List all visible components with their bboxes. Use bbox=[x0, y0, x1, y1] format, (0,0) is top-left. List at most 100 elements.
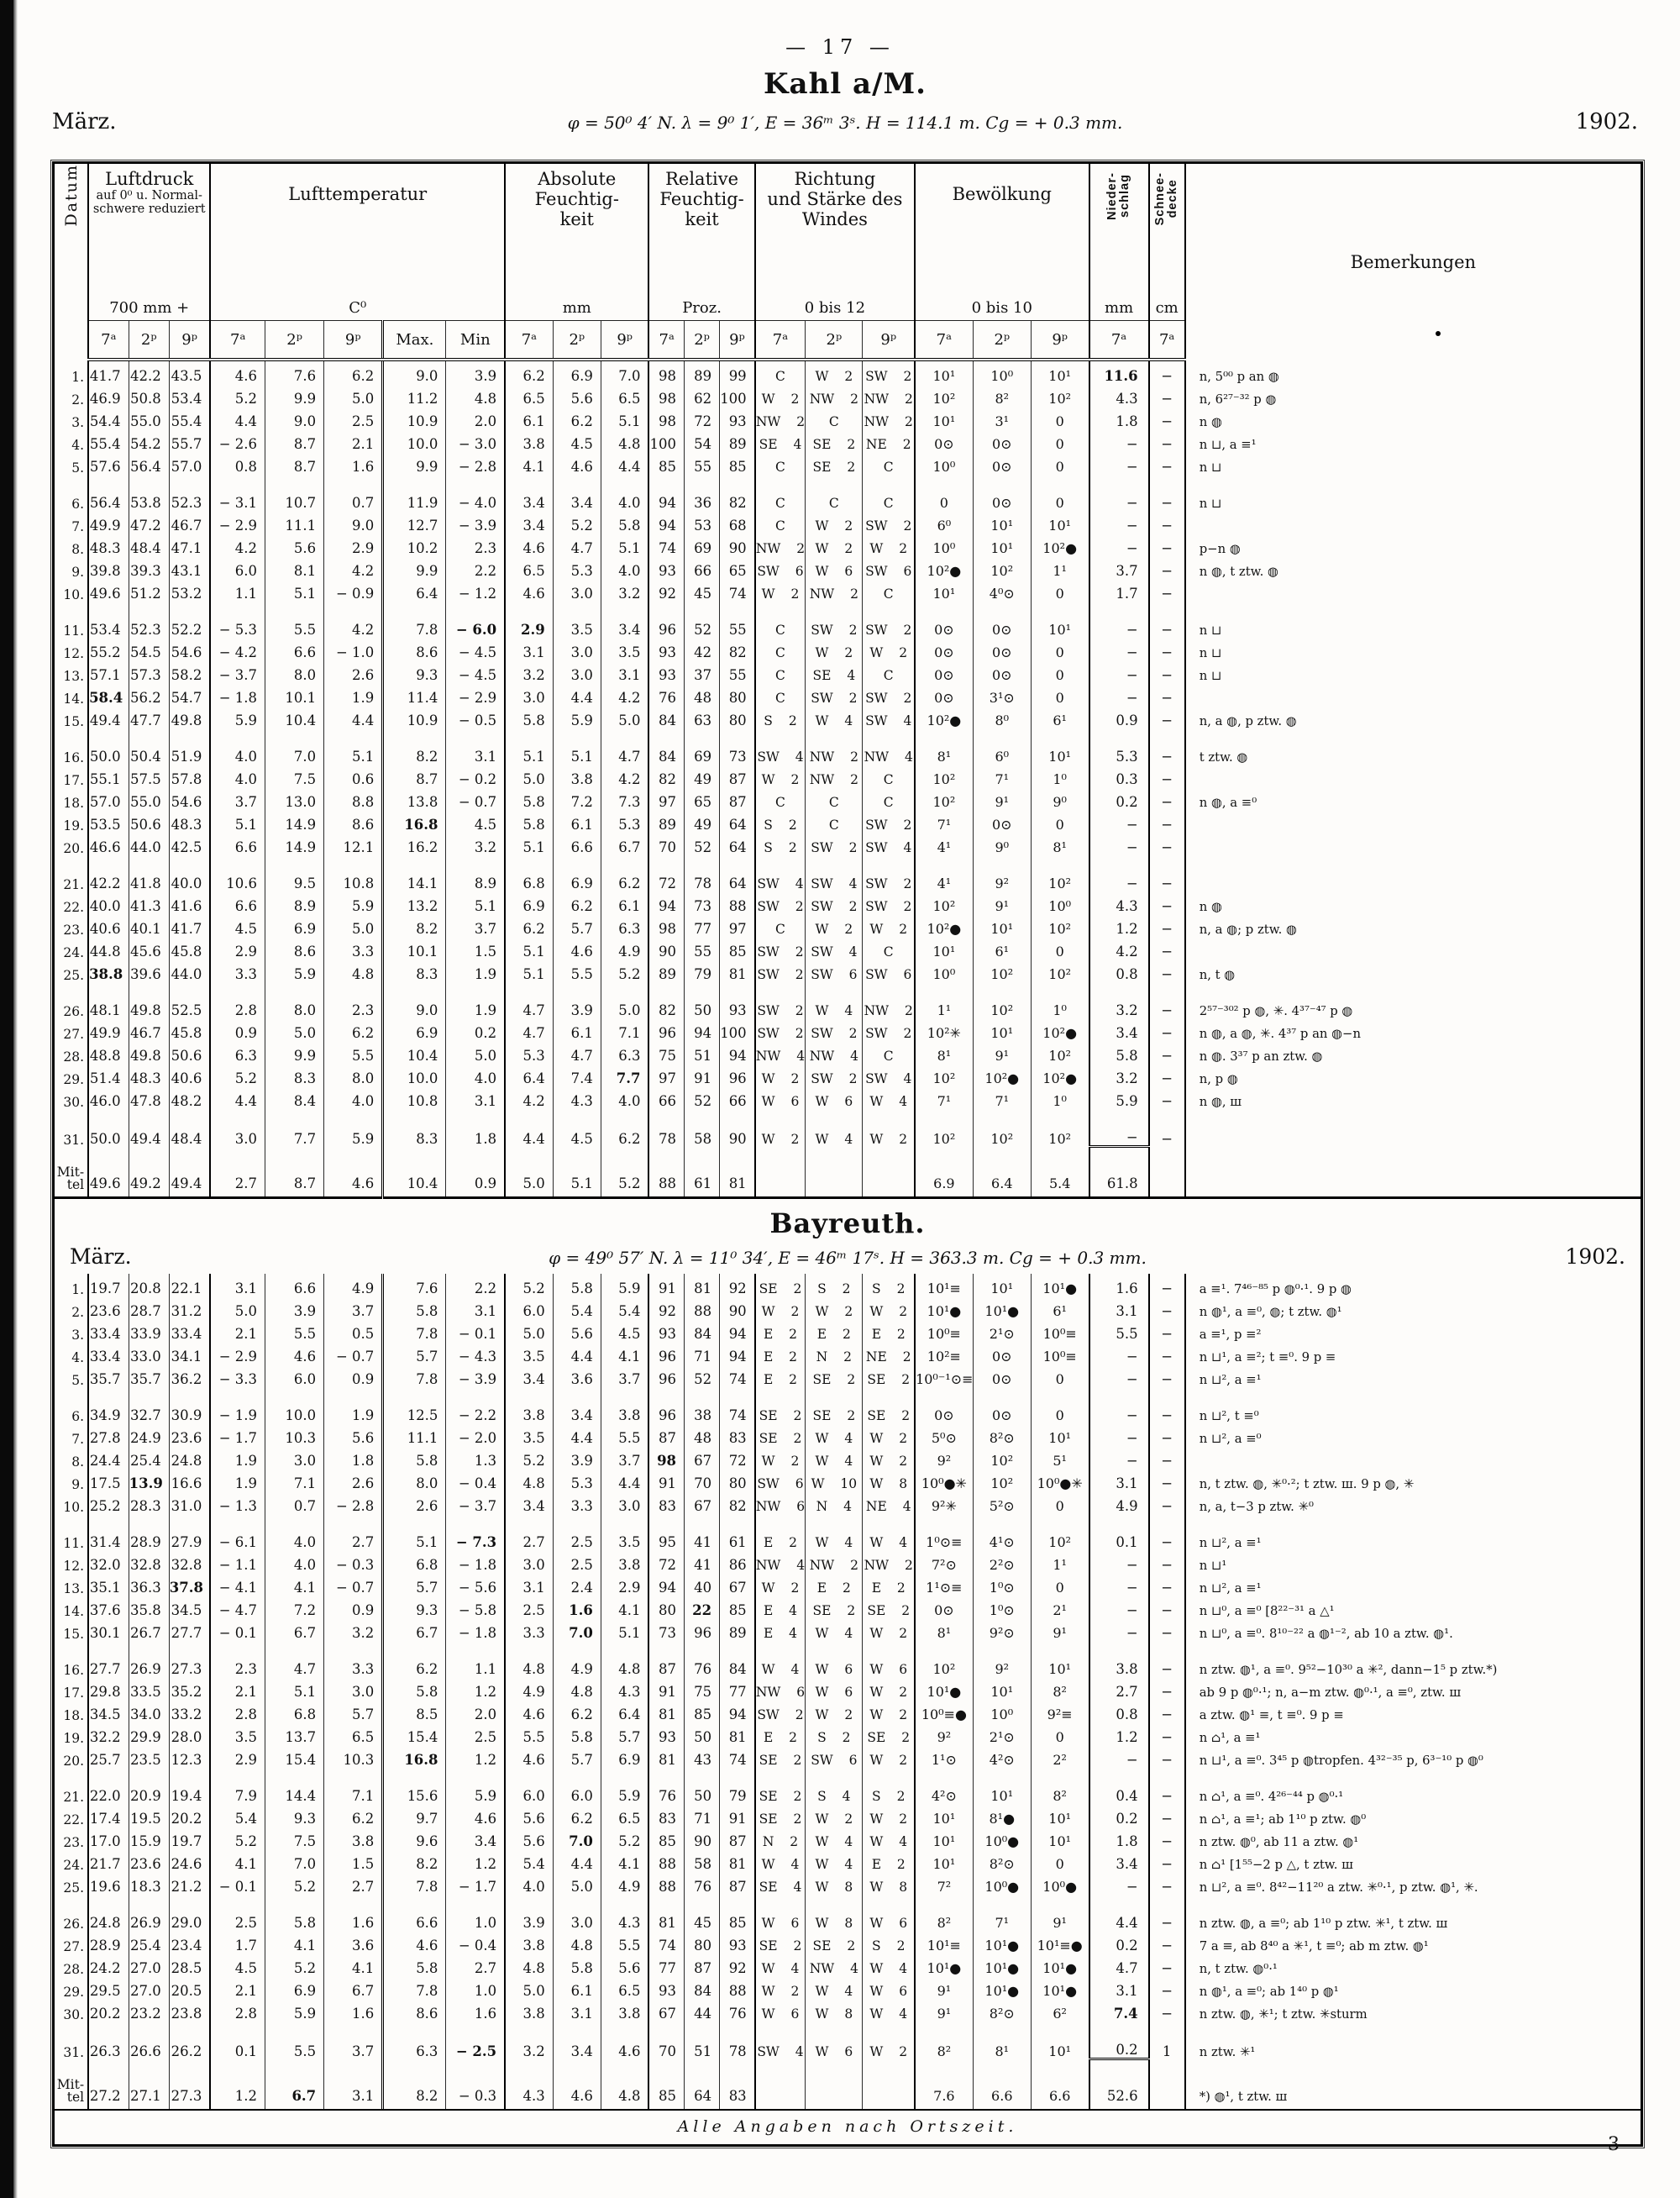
data-cell: 41.8 bbox=[128, 855, 170, 891]
remarks-cell: n ◍, t ztw. ◍ bbox=[1184, 556, 1641, 579]
data-cell: 15.9 bbox=[128, 1827, 170, 1849]
data-cell: SW 2 bbox=[805, 891, 863, 914]
data-cell: − bbox=[1147, 1895, 1185, 1931]
date-cell: 2. bbox=[71, 1305, 85, 1320]
data-cell: 50 bbox=[684, 982, 720, 1018]
data-cell: 40.0 bbox=[168, 855, 211, 891]
data-cell: 2.7 bbox=[504, 1514, 554, 1550]
data-cell: 8²⊙ bbox=[972, 1999, 1032, 2022]
date-cell: 5. bbox=[71, 1373, 85, 1388]
data-cell: 5.0 bbox=[504, 765, 554, 787]
data-cell: 10⁰● bbox=[1030, 1872, 1089, 1895]
data-cell: 28.9 bbox=[128, 1514, 170, 1550]
data-cell: 0⊙ bbox=[972, 810, 1032, 833]
kahl-data-rows: 1. 41.7 42.2 43.5 4.6 7.6 6.2 9.0 3.9 6.2 6.9 7.0 98… bbox=[55, 360, 1641, 1198]
data-cell: 48 bbox=[684, 1423, 720, 1446]
data-cell: 5.5 bbox=[600, 1423, 649, 1446]
data-cell: 0.2 bbox=[1088, 1931, 1149, 1953]
data-cell: 1⁰ bbox=[1030, 1086, 1089, 1109]
data-cell: 23.4 bbox=[168, 1931, 211, 1953]
data-cell: 5.8 bbox=[552, 1722, 601, 1745]
data-cell: 34.9 bbox=[87, 1387, 129, 1423]
data-cell: 53.4 bbox=[87, 602, 129, 638]
data-cell: 7.0 bbox=[552, 1827, 601, 1849]
data-cell: 4.3 bbox=[600, 1895, 649, 1931]
data-cell: W 6 bbox=[862, 1641, 916, 1677]
data-cell: C bbox=[753, 475, 806, 511]
date-cell: 4. bbox=[71, 438, 85, 453]
data-cell: 4.3 bbox=[600, 1677, 649, 1700]
data-cell: 20.8 bbox=[128, 1274, 170, 1296]
data-cell: 5.1 bbox=[209, 810, 265, 833]
data-cell: − 0.2 bbox=[445, 765, 506, 787]
data-cell: NW 2 bbox=[753, 534, 806, 556]
data-cell: 10⁰ bbox=[972, 360, 1032, 384]
data-cell: 49.4 bbox=[168, 1146, 211, 1198]
data-cell: 10² bbox=[914, 1641, 974, 1677]
data-cell: 10¹ bbox=[972, 1018, 1032, 1041]
data-cell: SW 2 bbox=[753, 960, 806, 982]
data-cell: 16.2 bbox=[381, 833, 446, 855]
data-cell: 94 bbox=[648, 511, 685, 534]
data-cell: 58.2 bbox=[168, 660, 211, 683]
data-cell: 10² bbox=[972, 556, 1032, 579]
data-cell: 52 bbox=[684, 1086, 720, 1109]
data-cell: 1.8 bbox=[323, 1446, 383, 1469]
data-cell: S 2 bbox=[805, 1722, 863, 1745]
data-cell: 49.8 bbox=[128, 1041, 170, 1064]
data-cell: 1¹ bbox=[914, 982, 974, 1018]
data-cell: S 4 bbox=[805, 1768, 863, 1804]
data-cell: 26.2 bbox=[168, 2022, 211, 2059]
data-cell: 77 bbox=[648, 1953, 685, 1976]
data-cell: 5.8 bbox=[381, 1446, 446, 1469]
data-cell: − 3.7 bbox=[209, 660, 265, 683]
data-cell: − 0.1 bbox=[209, 1618, 265, 1641]
data-cell: 1.7 bbox=[1088, 579, 1149, 602]
data-cell: 92 bbox=[719, 1953, 755, 1976]
data-cell: 2.5 bbox=[323, 407, 383, 429]
data-cell: 11.1 bbox=[381, 1423, 446, 1446]
data-cell: 10²● bbox=[1030, 534, 1089, 556]
data-cell: 4.2 bbox=[504, 1086, 554, 1109]
data-cell: 10² bbox=[972, 1446, 1032, 1469]
data-cell: 0⊙ bbox=[914, 638, 974, 660]
date-cell: 2. bbox=[71, 392, 85, 408]
data-cell: 0.2 bbox=[445, 1018, 506, 1041]
data-cell: C bbox=[862, 1041, 916, 1064]
data-cell: 24.8 bbox=[87, 1895, 129, 1931]
data-cell: 3.1 bbox=[504, 638, 554, 660]
data-cell bbox=[862, 2059, 916, 2109]
data-cell: C bbox=[753, 660, 806, 683]
data-cell: 49.6 bbox=[87, 1146, 129, 1198]
data-cell: 0 bbox=[1030, 1722, 1089, 1745]
data-cell: 3.0 bbox=[552, 1895, 601, 1931]
data-cell: − bbox=[1147, 1342, 1185, 1365]
table-row: 20. 46.6 44.0 42.5 6.6 14.9 12.1 16.2 3.2 5.1 6.6 6… bbox=[55, 833, 1641, 855]
data-cell: 12.7 bbox=[381, 511, 446, 534]
data-cell: 1.3 bbox=[445, 1446, 506, 1469]
data-cell: 57.8 bbox=[168, 765, 211, 787]
data-cell: 3.3 bbox=[323, 937, 383, 960]
data-cell: 86 bbox=[719, 1550, 755, 1573]
data-cell: 91 bbox=[648, 1677, 685, 1700]
data-cell: 5.1 bbox=[552, 1146, 601, 1198]
remarks-cell: n ⊔², a ≡¹ bbox=[1184, 1514, 1641, 1550]
data-cell: SE 2 bbox=[805, 1387, 863, 1423]
data-cell: 1⁰ bbox=[1030, 765, 1089, 787]
bayreuth-data-rows: 1. 19.7 20.8 22.1 3.1 6.6 4.9 7.6 2.2 5.2 5.8 5.9 91… bbox=[55, 1274, 1641, 2109]
data-cell: 4.0 bbox=[600, 556, 649, 579]
data-cell: 98 bbox=[648, 360, 685, 384]
data-cell: W 8 bbox=[805, 1999, 863, 2022]
data-cell: 94 bbox=[719, 1319, 755, 1342]
data-cell: W 4 bbox=[862, 1999, 916, 2022]
data-cell: 21.2 bbox=[168, 1872, 211, 1895]
data-cell: 3.3 bbox=[504, 1618, 554, 1641]
data-cell: 6⁰ bbox=[972, 728, 1032, 765]
data-cell: 67 bbox=[684, 1491, 720, 1514]
date-cell: 22. bbox=[63, 1812, 85, 1827]
data-cell: 96 bbox=[648, 602, 685, 638]
data-cell: 76 bbox=[719, 1999, 755, 2022]
data-cell: SW 2 bbox=[862, 891, 916, 914]
data-cell: − bbox=[1088, 810, 1149, 833]
remarks-cell: n ⊔², a ≡⁰. 8⁴²−11²⁰ a ztw. ✳⁰·¹, p ztw.… bbox=[1184, 1872, 1641, 1895]
